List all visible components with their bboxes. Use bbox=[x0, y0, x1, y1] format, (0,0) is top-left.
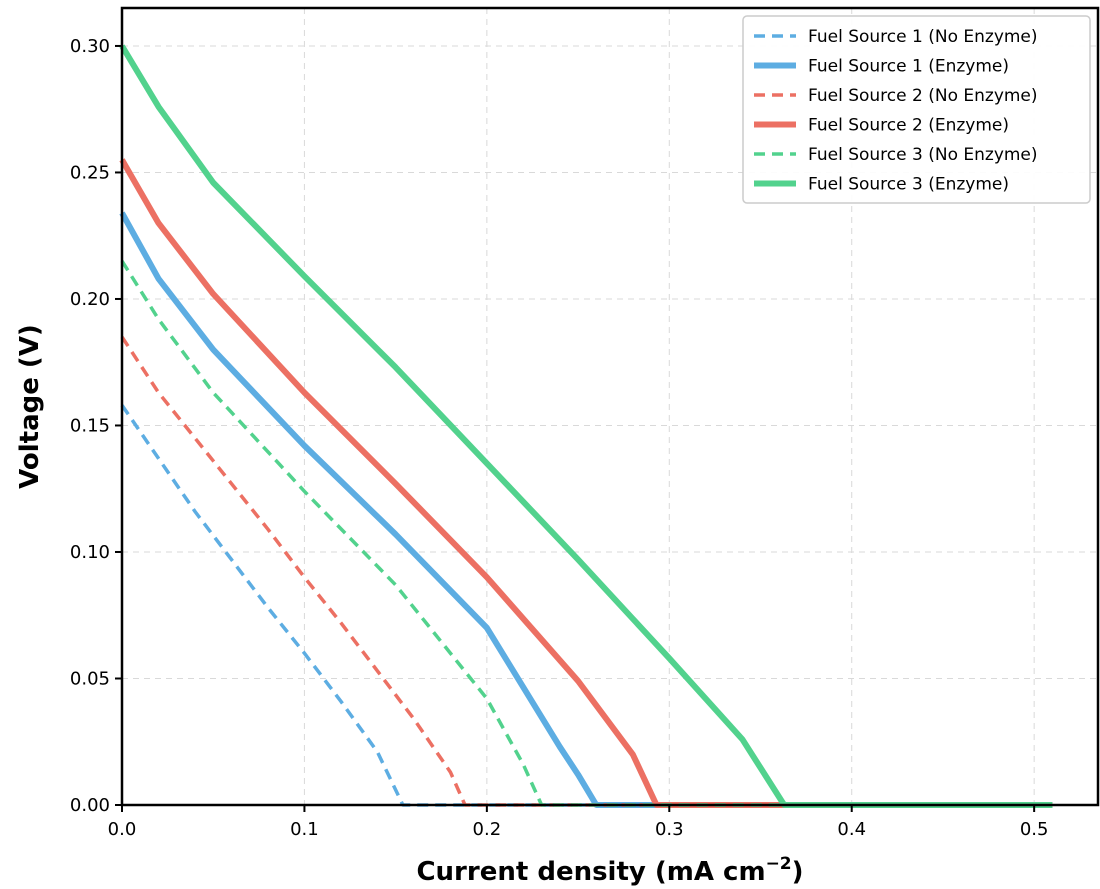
x-axis-title: Current density (mA cm−2) bbox=[416, 854, 803, 887]
x-tick-label: 0.4 bbox=[837, 819, 866, 840]
x-tick-label: 0.0 bbox=[108, 819, 137, 840]
x-tick-label: 0.3 bbox=[655, 819, 684, 840]
series-line-5 bbox=[120, 260, 1053, 807]
y-tick-label: 0.25 bbox=[70, 162, 110, 183]
y-tick-label: 0.10 bbox=[70, 542, 110, 563]
x-axis-title-superscript: −2 bbox=[766, 854, 792, 874]
y-tick-label: 0.30 bbox=[70, 36, 110, 57]
x-axis-title-main: Current density (mA cm bbox=[416, 857, 765, 887]
x-tick-label: 0.2 bbox=[473, 819, 502, 840]
y-tick-label: 0.00 bbox=[70, 795, 110, 816]
plot-frame bbox=[120, 6, 1100, 807]
y-tick-label: 0.15 bbox=[70, 415, 110, 436]
y-axis-title: Voltage (V) bbox=[15, 324, 45, 489]
x-tick-label: 0.5 bbox=[1020, 819, 1049, 840]
legend-label: Fuel Source 1 (No Enzyme) bbox=[808, 27, 1038, 47]
y-tick-label: 0.05 bbox=[70, 668, 110, 689]
legend-label: Fuel Source 3 (Enzyme) bbox=[808, 175, 1009, 195]
legend-label: Fuel Source 3 (No Enzyme) bbox=[808, 145, 1038, 165]
y-axis: 0.00 0.05 0.10 0.15 0.20 0.25 0.30 bbox=[70, 36, 122, 816]
series-line-1 bbox=[120, 404, 1053, 807]
legend-label: Fuel Source 1 (Enzyme) bbox=[808, 57, 1009, 77]
legend-label: Fuel Source 2 (No Enzyme) bbox=[808, 86, 1038, 106]
x-tick-label: 0.1 bbox=[290, 819, 319, 840]
legend-box bbox=[742, 15, 1091, 204]
legend: Fuel Source 1 (No Enzyme) Fuel Source 1 (… bbox=[742, 15, 1091, 204]
series-line-2 bbox=[119, 211, 1053, 808]
series-line-4 bbox=[119, 158, 1053, 808]
x-axis: 0.0 0.1 0.2 0.3 0.4 0.5 bbox=[108, 805, 1049, 840]
x-axis-title-suffix: ) bbox=[792, 857, 804, 887]
y-tick-label: 0.20 bbox=[70, 289, 110, 310]
legend-label: Fuel Source 2 (Enzyme) bbox=[808, 116, 1009, 136]
